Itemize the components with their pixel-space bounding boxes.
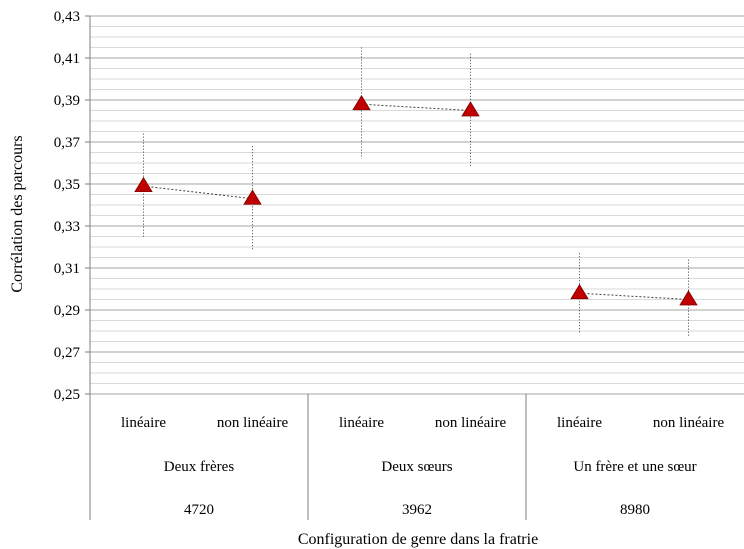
y-tick-label: 0,43 — [54, 9, 80, 25]
y-axis-title: Corrélation des parcours — [9, 135, 26, 292]
y-tick-label: 0,27 — [54, 345, 81, 361]
y-tick-label: 0,31 — [54, 261, 80, 277]
data-point-marker — [570, 283, 589, 300]
data-point-marker — [243, 189, 262, 205]
x-group-label: Deux sœurs — [381, 459, 452, 475]
x-group-label: Deux frères — [164, 459, 235, 475]
y-tick-label: 0,29 — [54, 303, 80, 319]
x-subcategory-label: linéaire — [339, 415, 384, 431]
y-tick-label: 0,35 — [54, 177, 80, 193]
connector-layer — [143, 103, 689, 300]
data-point-marker — [679, 290, 698, 306]
marker-layer — [134, 94, 698, 306]
axis-layer — [85, 15, 527, 520]
y-tick-label: 0,25 — [54, 387, 80, 403]
label-layer: 0,25 0,27 0,29 0,31 0,33 0,35 0,37 0,39 0,41 0,43… — [54, 9, 725, 518]
y-tick-label: 0,41 — [54, 51, 80, 67]
y-tick-label: 0,39 — [54, 93, 80, 109]
errorbar-layer — [143, 47, 689, 338]
y-tick-label: 0,37 — [54, 135, 81, 151]
x-axis-title: Configuration de genre dans la fratrie — [298, 531, 538, 548]
x-group-count: 3962 — [402, 502, 432, 518]
connector-line — [579, 292, 689, 300]
x-subcategory-label: non linéaire — [217, 415, 289, 431]
connector-line — [361, 103, 471, 111]
x-group-count: 8980 — [620, 502, 650, 518]
x-group-label: Un frère et une sœur — [573, 459, 696, 475]
y-tick-label: 0,33 — [54, 219, 80, 235]
x-subcategory-label: non linéaire — [653, 415, 725, 431]
grid-layer — [90, 15, 744, 395]
x-subcategory-label: linéaire — [121, 415, 166, 431]
connector-line — [143, 185, 253, 200]
data-point-marker — [352, 94, 371, 111]
x-subcategory-label: non linéaire — [435, 415, 507, 431]
data-point-marker — [461, 101, 480, 117]
x-subcategory-label: linéaire — [557, 415, 602, 431]
x-group-count: 4720 — [184, 502, 214, 518]
data-point-marker — [134, 176, 153, 193]
